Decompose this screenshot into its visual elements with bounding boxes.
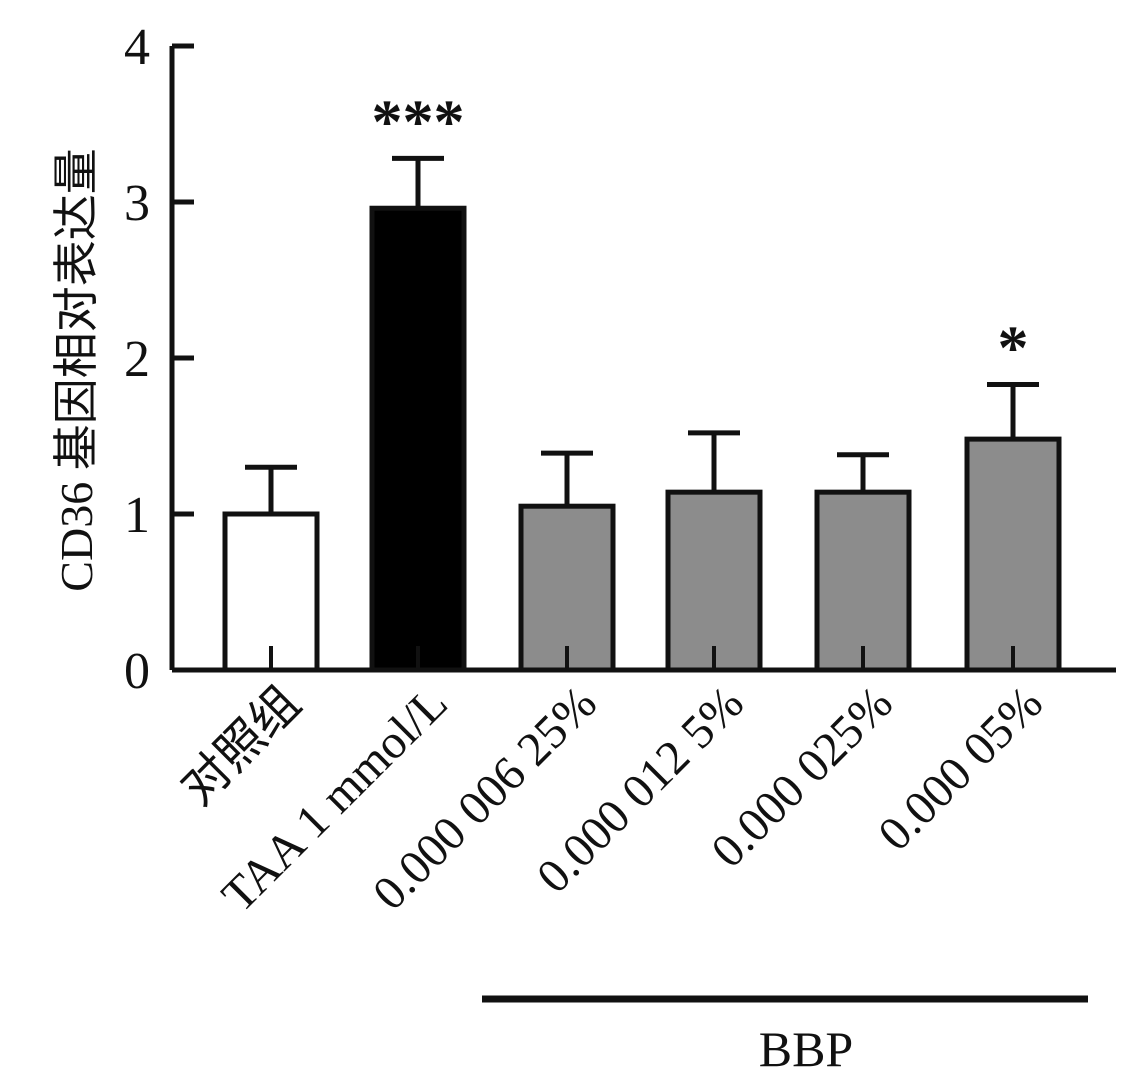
- y-tick-label: 2: [124, 331, 150, 388]
- bar: [518, 503, 616, 673]
- x-category-label: 0.000 05%: [868, 676, 1053, 861]
- bar: [964, 436, 1062, 673]
- bars-layer: ****: [222, 88, 1062, 673]
- y-tick-label: 0: [124, 643, 150, 700]
- significance-label: ***: [372, 88, 465, 156]
- significance-label: *: [998, 315, 1029, 383]
- y-tick-label: 4: [124, 19, 150, 76]
- y-axis-label: CD36 基因相对表达量: [51, 148, 102, 591]
- bar: [665, 489, 763, 673]
- bar: [369, 205, 467, 673]
- bar: [814, 489, 912, 673]
- bbp-group-label: BBP: [759, 1021, 854, 1077]
- x-category-label: 对照组: [171, 676, 310, 815]
- bar: [222, 511, 320, 673]
- y-ticks: 0 1 2 3 4: [124, 19, 194, 700]
- y-tick-label: 3: [124, 175, 150, 232]
- y-tick-label: 1: [124, 487, 150, 544]
